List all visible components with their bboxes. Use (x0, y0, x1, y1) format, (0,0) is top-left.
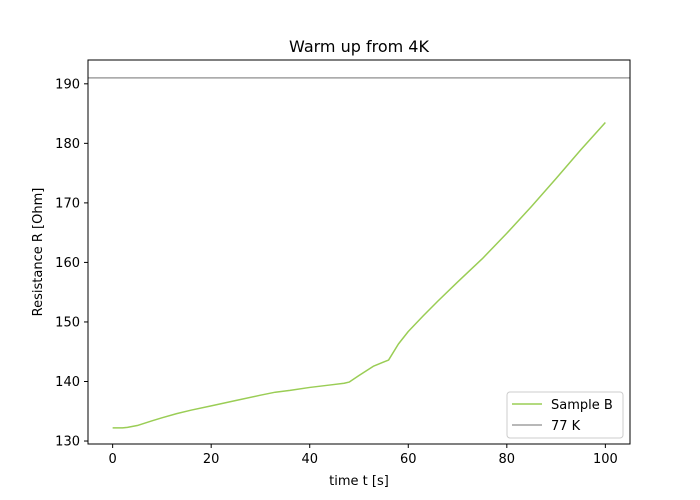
x-tick-label: 80 (499, 452, 516, 467)
x-tick-label: 40 (301, 452, 318, 467)
y-tick-label: 140 (55, 375, 80, 390)
y-tick-label: 150 (55, 315, 80, 330)
chart-title: Warm up from 4K (289, 37, 429, 56)
series-line-sample-b (112, 122, 606, 429)
y-axis-label: Resistance R [Ohm] (31, 188, 46, 317)
y-tick-label: 130 (55, 435, 80, 450)
x-tick-label: 0 (108, 452, 116, 467)
x-tick-label: 60 (400, 452, 417, 467)
plot-area (88, 77, 630, 429)
y-tick-label: 170 (55, 196, 80, 211)
y-tick-label: 180 (55, 137, 80, 152)
plot-frame (87, 59, 631, 445)
y-tick-label: 160 (55, 256, 80, 271)
legend-label-sample-b: Sample B (551, 398, 613, 413)
legend: Sample B 77 K (506, 391, 624, 439)
y-axis: 130 140 150 160 170 180 190 (55, 77, 88, 450)
y-tick-label: 190 (55, 77, 80, 92)
x-axis: 0 20 40 60 80 100 (108, 444, 618, 467)
x-tick-label: 100 (593, 452, 618, 467)
x-axis-label: time t [s] (329, 474, 389, 489)
x-tick-label: 20 (203, 452, 220, 467)
legend-label-77k: 77 K (551, 419, 581, 434)
